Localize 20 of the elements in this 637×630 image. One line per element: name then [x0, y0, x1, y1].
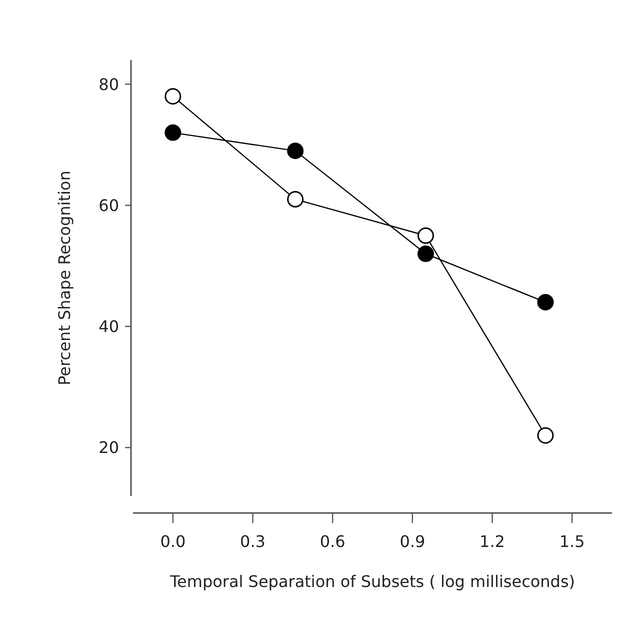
- point: [417, 246, 434, 262]
- y-tick-label: 40: [98, 317, 119, 336]
- x-tick-label: 0.0: [160, 532, 186, 551]
- x-tick-label: 0.9: [400, 532, 426, 551]
- x-tick-label: 1.5: [559, 532, 585, 551]
- y-tick-label: 80: [98, 74, 119, 94]
- point: [417, 227, 434, 244]
- point: [287, 191, 304, 208]
- point: [164, 88, 182, 105]
- y-tick-label: 60: [98, 196, 119, 215]
- point: [537, 294, 554, 310]
- x-tick-label: 0.3: [240, 532, 266, 551]
- y-axis-title: Percent Shape Recognition: [55, 170, 74, 386]
- x-tick-label: 1.2: [480, 532, 505, 551]
- point: [164, 124, 182, 141]
- y-tick-label: 20: [98, 438, 119, 458]
- x-tick-label: 0.6: [320, 532, 346, 551]
- x-axis-title: Temporal Separation of Subsets ( log milliseconds): [168, 572, 576, 591]
- point: [287, 142, 304, 160]
- point: [537, 427, 554, 444]
